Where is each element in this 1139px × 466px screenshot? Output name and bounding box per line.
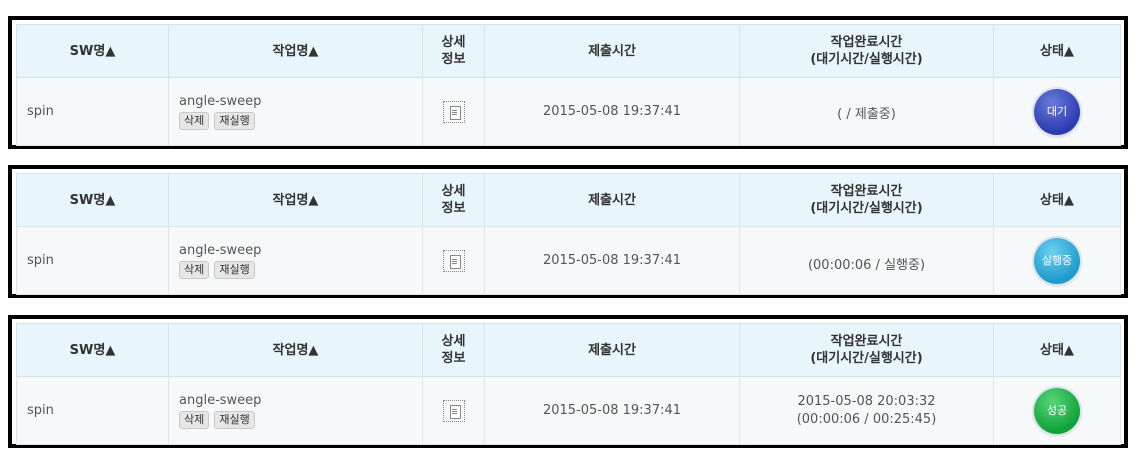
rerun-button[interactable]: 재실행 [214, 411, 255, 429]
complete-time-header-line1: 작업완료시간 [830, 334, 903, 349]
wait-run-time: (00:00:06 / 실행중) [807, 257, 926, 273]
delete-button[interactable]: 삭제 [179, 112, 210, 130]
detail-cell [422, 77, 485, 146]
sort-sw-name-header[interactable]: SW명▲ [16, 24, 169, 78]
submit-time-cell: 2015-05-08 19:37:41 [484, 226, 740, 295]
job-name-cell: angle-sweep 삭제 재실행 [168, 77, 423, 146]
detail-cell [422, 226, 485, 295]
document-icon[interactable] [442, 399, 465, 422]
submit-time-header: 제출시간 [484, 173, 740, 227]
wait-run-time: ( / 제출중) [837, 106, 896, 122]
job-name: angle-sweep [179, 243, 262, 258]
complete-time: 2015-05-08 20:03:32 [797, 393, 936, 409]
complete-time-header: 작업완료시간 (대기시간/실행시간) [739, 173, 994, 227]
submit-time-cell: 2015-05-08 19:37:41 [484, 376, 740, 445]
status-badge: 성공 [1034, 387, 1080, 434]
rerun-button[interactable]: 재실행 [214, 261, 255, 279]
sw-name-cell: spin [16, 77, 169, 146]
status-cell: 실행중 [993, 226, 1121, 295]
complete-time-header-line2: (대기시간/실행시간) [810, 351, 923, 366]
sort-sw-name-header[interactable]: SW명▲ [16, 173, 169, 227]
submit-time-cell: 2015-05-08 19:37:41 [484, 77, 740, 146]
submit-time-header: 제출시간 [484, 24, 740, 78]
document-icon[interactable] [442, 100, 465, 123]
sort-job-name-header[interactable]: 작업명▲ [168, 24, 423, 78]
sw-name-cell: spin [16, 226, 169, 295]
table-row: spin angle-sweep 삭제 재실행 2015-05-08 19:37… [16, 376, 1121, 445]
delete-button[interactable]: 삭제 [179, 411, 210, 429]
job-name-cell: angle-sweep 삭제 재실행 [168, 226, 423, 295]
status-badge: 대기 [1034, 88, 1080, 135]
document-icon[interactable] [442, 249, 465, 272]
sort-job-name-header[interactable]: 작업명▲ [168, 323, 423, 377]
submit-time-header: 제출시간 [484, 323, 740, 377]
detail-header-line2: 정보 [441, 351, 466, 366]
job-name: angle-sweep [179, 94, 262, 109]
complete-time-header-line1: 작업완료시간 [830, 35, 903, 50]
sort-status-header[interactable]: 상태▲ [993, 173, 1121, 227]
complete-time-cell: ( / 제출중) [739, 77, 994, 146]
sort-sw-name-header[interactable]: SW명▲ [16, 323, 169, 377]
table-row: spin angle-sweep 삭제 재실행 2015-05-08 19:37… [16, 226, 1121, 295]
sort-status-header[interactable]: 상태▲ [993, 24, 1121, 78]
detail-header-line1: 상세 [441, 184, 466, 199]
complete-time-header-line1: 작업완료시간 [830, 184, 903, 199]
complete-time-header: 작업완료시간 (대기시간/실행시간) [739, 323, 994, 377]
table-row: spin angle-sweep 삭제 재실행 2015-05-08 19:37… [16, 77, 1121, 146]
job-name-cell: angle-sweep 삭제 재실행 [168, 376, 423, 445]
wait-run-time: (00:00:06 / 00:25:45) [796, 411, 937, 427]
status-cell: 대기 [993, 77, 1121, 146]
complete-time-cell: 2015-05-08 20:03:32 (00:00:06 / 00:25:45… [739, 376, 994, 445]
detail-cell [422, 376, 485, 445]
sort-status-header[interactable]: 상태▲ [993, 323, 1121, 377]
complete-time-header-line2: (대기시간/실행시간) [810, 52, 923, 67]
rerun-button[interactable]: 재실행 [214, 112, 255, 130]
status-badge: 실행중 [1034, 237, 1080, 284]
complete-time-cell: (00:00:06 / 실행중) [739, 226, 994, 295]
status-cell: 성공 [993, 376, 1121, 445]
detail-header-line2: 정보 [441, 201, 466, 216]
detail-header-line2: 정보 [441, 52, 466, 67]
complete-time-header-line2: (대기시간/실행시간) [810, 201, 923, 216]
delete-button[interactable]: 삭제 [179, 261, 210, 279]
detail-header-line1: 상세 [441, 35, 466, 50]
detail-header-line1: 상세 [441, 334, 466, 349]
sw-name-cell: spin [16, 376, 169, 445]
complete-time-header: 작업완료시간 (대기시간/실행시간) [739, 24, 994, 78]
sort-job-name-header[interactable]: 작업명▲ [168, 173, 423, 227]
job-name: angle-sweep [179, 393, 262, 408]
